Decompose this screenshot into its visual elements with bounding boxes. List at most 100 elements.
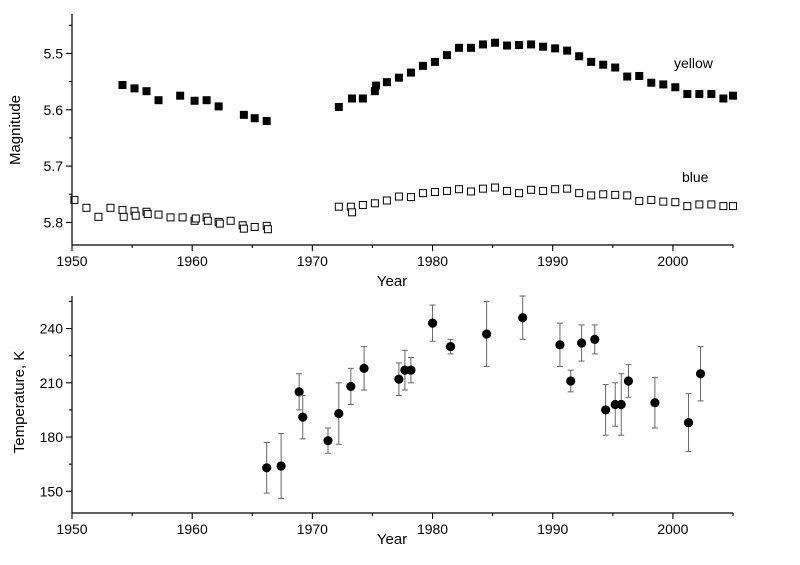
- data-point-blue: [348, 208, 357, 217]
- data-point-blue: [515, 189, 524, 198]
- data-point-temperature: [683, 417, 694, 428]
- data-point-blue: [226, 216, 235, 225]
- data-point-blue: [382, 196, 391, 205]
- data-point-temperature: [346, 381, 356, 392]
- data-point-temperature: [555, 340, 565, 350]
- data-point-temperature: [623, 376, 634, 386]
- x-tick-label: 1990: [537, 253, 568, 269]
- data-point-blue: [539, 186, 548, 195]
- data-point-blue: [143, 210, 152, 219]
- data-point-blue: [166, 213, 175, 222]
- data-point-yellow: [539, 42, 548, 51]
- data-point-yellow: [442, 51, 451, 60]
- data-point-temperature: [695, 369, 706, 379]
- x-tick-label: 1970: [297, 253, 328, 269]
- data-point-blue: [647, 195, 656, 204]
- data-point-blue: [250, 222, 259, 231]
- y-tick-label: 5.5: [44, 45, 64, 61]
- data-point-blue: [503, 186, 512, 195]
- data-point-yellow: [719, 94, 728, 103]
- data-point-blue: [82, 203, 91, 212]
- data-point-blue: [119, 212, 128, 221]
- x-tick-label: 2000: [657, 521, 688, 537]
- data-point-yellow: [118, 80, 127, 89]
- data-point-blue: [334, 202, 343, 211]
- data-point-temperature: [616, 399, 626, 410]
- data-point-yellow: [394, 73, 403, 82]
- data-point-yellow: [515, 40, 524, 49]
- data-point-yellow: [418, 61, 427, 70]
- data-point-yellow: [176, 91, 185, 100]
- data-point-yellow: [142, 87, 151, 96]
- data-point-yellow: [239, 110, 248, 119]
- data-point-blue: [191, 214, 200, 223]
- data-point-blue: [418, 189, 427, 198]
- temperature-points: [262, 295, 706, 500]
- y-tick-label: 150: [40, 483, 64, 499]
- temperature-panel: 1950 1960 1970 1980 1990 2000 150 180 210 240 Yea…: [11, 295, 734, 548]
- data-point-blue: [479, 184, 488, 193]
- y-tick-label: 5.7: [44, 158, 64, 174]
- y-tick-label: 180: [40, 429, 64, 445]
- y-tick-label: 5.8: [44, 214, 64, 230]
- data-point-yellow: [334, 102, 343, 111]
- magnitude-panel: 1950 1960 1970 1980 1990 2000 5.5 5.6 5.7 5.8 yel…: [7, 14, 737, 290]
- data-point-blue: [467, 187, 476, 196]
- y-tick-label: 5.6: [44, 102, 64, 118]
- data-point-temperature: [445, 342, 456, 352]
- data-point-blue: [430, 188, 439, 197]
- data-point-yellow: [406, 68, 415, 77]
- data-point-temperature: [294, 387, 304, 397]
- data-point-yellow: [479, 40, 488, 49]
- data-point-yellow: [707, 90, 716, 99]
- data-point-yellow: [190, 96, 199, 105]
- data-point-temperature: [298, 412, 308, 422]
- data-point-temperature: [601, 405, 611, 415]
- data-point-yellow: [503, 41, 512, 50]
- data-point-blue: [695, 200, 704, 209]
- data-point-yellow: [454, 43, 463, 52]
- data-point-blue: [491, 183, 500, 192]
- data-point-yellow: [154, 96, 163, 105]
- data-point-yellow: [250, 114, 259, 123]
- data-point-yellow: [370, 87, 379, 96]
- magnitude-points: [70, 38, 737, 234]
- data-point-blue: [575, 189, 584, 198]
- data-point-blue: [719, 202, 728, 211]
- data-point-blue: [394, 192, 403, 201]
- temperature-axes: 1950 1960 1970 1980 1990 2000 150 180 210 240: [40, 296, 734, 537]
- x-tick-label: 1980: [417, 521, 448, 537]
- data-point-yellow: [527, 40, 536, 49]
- data-point-yellow: [611, 63, 620, 72]
- data-point-blue: [94, 212, 103, 221]
- data-point-blue: [551, 185, 560, 194]
- data-point-blue: [635, 197, 644, 206]
- data-point-yellow: [202, 96, 211, 105]
- data-point-yellow: [214, 102, 223, 111]
- data-point-blue: [239, 224, 248, 233]
- data-point-yellow: [551, 44, 560, 53]
- series-label-blue: blue: [682, 169, 709, 185]
- data-point-yellow: [647, 78, 656, 87]
- x-tick-label: 1950: [56, 521, 87, 537]
- data-point-blue: [707, 200, 716, 209]
- y-tick-label: 210: [40, 375, 64, 391]
- data-point-blue: [454, 185, 463, 194]
- data-point-temperature: [518, 313, 528, 323]
- data-point-blue: [263, 225, 272, 234]
- data-point-blue: [106, 203, 115, 212]
- data-point-temperature: [427, 318, 438, 328]
- magnitude-x-axis-title: Year: [377, 273, 407, 290]
- data-point-blue: [527, 185, 536, 194]
- data-point-yellow: [599, 60, 608, 69]
- data-point-yellow: [262, 117, 271, 126]
- x-tick-label: 1970: [297, 521, 328, 537]
- data-point-blue: [659, 197, 668, 206]
- data-point-yellow: [575, 52, 584, 61]
- data-point-yellow: [372, 81, 381, 90]
- x-tick-label: 2000: [657, 253, 688, 269]
- x-tick-label: 1990: [537, 521, 568, 537]
- magnitude-y-axis-title: Magnitude: [7, 95, 24, 165]
- data-point-blue: [563, 184, 572, 193]
- data-point-temperature: [576, 338, 587, 348]
